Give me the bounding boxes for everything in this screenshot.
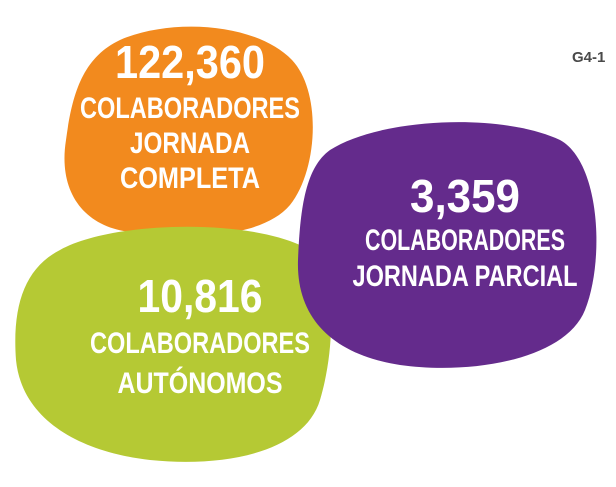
caption-line: COLABORADORES — [80, 92, 300, 125]
green-blob — [15, 226, 332, 462]
number: 10,816 — [138, 270, 263, 322]
code-label: G4-1 — [572, 49, 605, 66]
purple-blob — [297, 122, 597, 368]
number: 122,360 — [115, 36, 265, 88]
caption-line: JORNADA PARCIAL — [353, 260, 578, 293]
caption-line: COMPLETA — [120, 162, 260, 195]
caption-line: AUTÓNOMOS — [118, 366, 283, 400]
number: 3,359 — [410, 170, 520, 222]
orange-blob — [64, 26, 313, 236]
caption-line: JORNADA — [130, 127, 250, 160]
caption-line: COLABORADORES — [365, 224, 565, 257]
caption-line: COLABORADORES — [90, 327, 310, 360]
